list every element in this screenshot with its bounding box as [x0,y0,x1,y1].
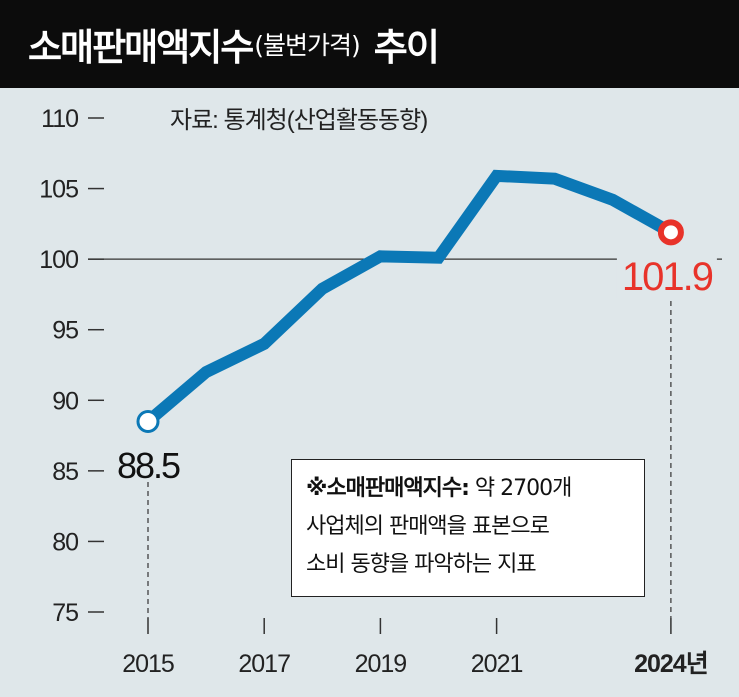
y-tick-label: 95 [52,317,78,345]
end-label-background [616,258,717,298]
note-line3: 소비 동향을 파악하는 지표 [306,552,537,577]
note-box: ※소매판매액지수: 약 2700개 사업체의 판매액을 표본으로 소비 동향을 … [291,459,645,597]
y-tick-label: 105 [39,176,78,204]
source-label: 자료: 통계청(산업활동동향) [170,107,427,134]
start-point-marker [136,409,160,433]
y-tick-label: 75 [52,599,78,627]
y-tick-label: 90 [52,387,78,415]
start-value-label: 88.5 [117,445,180,486]
title-suffix: 추이 [373,26,440,69]
x-tick-label: 2015 [122,650,174,678]
y-tick-label: 110 [41,105,78,133]
note-line1: 약 2700개 [474,476,572,501]
y-tick-label: 100 [39,246,78,274]
end-value-label: 101.9 [622,255,713,299]
x-tick-label: 2024년 [634,650,708,678]
title-main: 소매판매액지수 [28,26,254,69]
series-line [144,169,674,427]
note-label: ※소매판매액지수: [306,476,470,501]
title-sub: (불변가격) [254,31,361,60]
y-tick-label: 85 [52,458,78,486]
y-tick-label: 80 [52,528,78,556]
title-bar: 소매판매액지수 (불변가격) 추이 [0,0,739,88]
note-line2: 사업체의 판매액을 표본으로 [306,514,550,539]
x-tick-label: 2017 [238,650,290,678]
x-tick-label: 2021 [471,650,523,678]
end-point-marker [657,219,684,246]
x-tick-label: 2019 [355,650,407,678]
